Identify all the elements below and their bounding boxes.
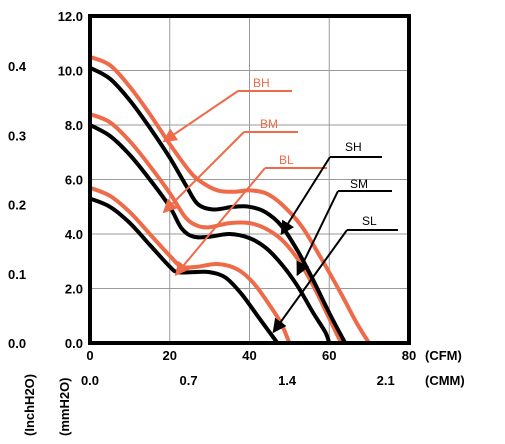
y-ticks-inchh2o: 0.0 0.1 0.2 0.3 0.4 — [8, 59, 27, 351]
callout-label: SM — [350, 177, 368, 191]
curve-bl — [88, 185, 292, 345]
y-tick-label-mmh2o: 6.0 — [65, 173, 83, 188]
y-ticks-mmh2o: 0.0 2.0 4.0 6.0 8.0 10.0 12.0 — [58, 9, 83, 351]
callout-bl: BL — [174, 153, 327, 276]
callout-label: SH — [345, 140, 362, 154]
y-tick-label-inchh2o: 0.1 — [8, 267, 26, 282]
x-tick-label-cfm: 80 — [402, 348, 416, 363]
callout-label: BL — [279, 153, 294, 167]
callout-sm: SM — [296, 177, 392, 277]
callout-sh: SH — [280, 140, 382, 236]
curve-sl — [88, 196, 280, 345]
plot-frame — [88, 14, 411, 345]
x-tick-label-cfm: 40 — [242, 348, 256, 363]
x-tick-label-cmm: 0.0 — [81, 373, 99, 388]
callout-arrow — [272, 229, 348, 334]
y-tick-label-mmh2o: 12.0 — [58, 9, 83, 24]
y-unit-inchh2o: (InchH2O) — [22, 374, 37, 436]
callout-arrow — [296, 190, 339, 277]
x-tick-label-cmm: 2.1 — [377, 373, 395, 388]
callout-label: BM — [260, 117, 278, 131]
x-tick-label-cfm: 0 — [86, 348, 93, 363]
x-tick-label-cmm: 0.7 — [180, 373, 198, 388]
x-tick-label-cfm: 20 — [163, 348, 177, 363]
callout-arrow — [174, 167, 266, 276]
x-ticks-cmm: 0.0 0.7 1.4 2.1 — [81, 373, 395, 388]
y-tick-label-inchh2o: 0.3 — [8, 128, 26, 143]
x-unit-cmm: (CMM) — [425, 373, 465, 388]
callout-arrow — [162, 90, 239, 143]
y-tick-label-mmh2o: 0.0 — [65, 336, 83, 351]
callout-sl: SL — [272, 214, 398, 334]
callout-bm: BM — [162, 117, 298, 214]
y-tick-label-mmh2o: 8.0 — [65, 118, 83, 133]
x-tick-label-cmm: 1.4 — [278, 373, 297, 388]
callout-label: SL — [362, 214, 377, 228]
curves — [88, 54, 372, 345]
curve-sm — [88, 123, 332, 345]
x-tick-label-cfm: 60 — [322, 348, 336, 363]
y-tick-label-inchh2o: 0.4 — [8, 59, 27, 74]
y-tick-label-mmh2o: 4.0 — [65, 227, 83, 242]
x-ticks-cfm: 0 20 40 60 80 — [86, 348, 416, 363]
callout-arrow — [162, 131, 245, 214]
y-tick-label-mmh2o: 10.0 — [58, 64, 83, 79]
x-unit-cfm: (CFM) — [425, 348, 462, 363]
grid — [90, 16, 409, 343]
curve-bh — [88, 54, 372, 345]
callout-arrow — [280, 156, 331, 236]
callout-label: BH — [253, 76, 270, 90]
y-tick-label-inchh2o: 0.2 — [8, 198, 26, 213]
y-tick-label-inchh2o: 0.0 — [8, 336, 26, 351]
callout-bh: BH — [162, 76, 292, 143]
y-tick-label-mmh2o: 2.0 — [65, 282, 83, 297]
series-callouts: BH BM BL SH SM SL — [162, 76, 398, 334]
y-unit-mmh2o: (mmH2O) — [57, 377, 72, 436]
